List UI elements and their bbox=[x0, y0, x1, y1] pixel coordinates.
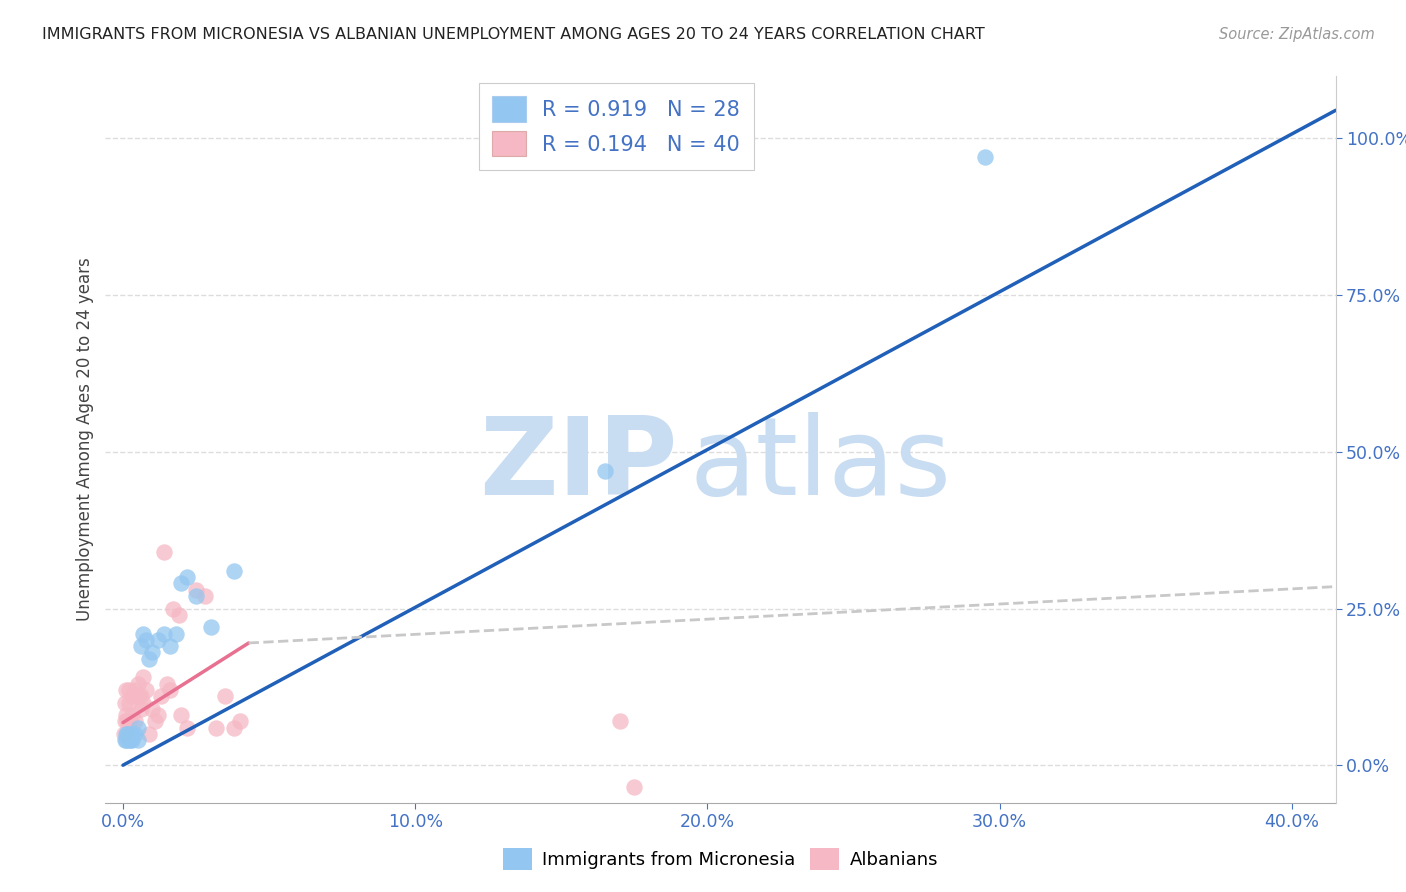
Point bbox=[114, 714, 136, 729]
Point bbox=[132, 626, 155, 640]
Point bbox=[118, 696, 141, 710]
Point bbox=[121, 708, 143, 723]
Point bbox=[146, 708, 169, 723]
Point bbox=[138, 651, 160, 665]
Point bbox=[129, 702, 152, 716]
Point bbox=[623, 780, 645, 794]
Point bbox=[117, 714, 139, 729]
Point bbox=[162, 601, 184, 615]
Point bbox=[135, 632, 157, 647]
Text: ZIP: ZIP bbox=[479, 412, 678, 517]
Point bbox=[159, 639, 181, 653]
Point bbox=[205, 721, 228, 735]
Point bbox=[121, 727, 143, 741]
Point bbox=[114, 696, 136, 710]
Point bbox=[124, 683, 146, 698]
Point bbox=[115, 733, 138, 747]
Point bbox=[127, 721, 149, 735]
Point bbox=[135, 683, 157, 698]
Point bbox=[146, 632, 169, 647]
Point bbox=[184, 582, 207, 597]
Point bbox=[141, 702, 163, 716]
Point bbox=[132, 696, 155, 710]
Point bbox=[194, 589, 217, 603]
Point bbox=[127, 733, 149, 747]
Point bbox=[229, 714, 252, 729]
Point bbox=[138, 727, 160, 741]
Point bbox=[222, 564, 245, 578]
Point bbox=[141, 645, 163, 659]
Point bbox=[176, 570, 198, 584]
Text: IMMIGRANTS FROM MICRONESIA VS ALBANIAN UNEMPLOYMENT AMONG AGES 20 TO 24 YEARS CO: IMMIGRANTS FROM MICRONESIA VS ALBANIAN U… bbox=[42, 27, 986, 42]
Legend: Immigrants from Micronesia, Albanians: Immigrants from Micronesia, Albanians bbox=[495, 841, 946, 878]
Point bbox=[132, 670, 155, 684]
Point bbox=[118, 683, 141, 698]
Point bbox=[127, 690, 149, 704]
Point bbox=[118, 733, 141, 747]
Point bbox=[121, 733, 143, 747]
Point bbox=[129, 690, 152, 704]
Point bbox=[124, 727, 146, 741]
Point bbox=[156, 677, 179, 691]
Point bbox=[153, 626, 176, 640]
Point bbox=[609, 714, 631, 729]
Point bbox=[170, 576, 193, 591]
Point bbox=[593, 464, 616, 478]
Text: atlas: atlas bbox=[690, 412, 952, 517]
Point bbox=[127, 677, 149, 691]
Point bbox=[115, 708, 138, 723]
Point bbox=[149, 690, 172, 704]
Point bbox=[222, 721, 245, 735]
Point bbox=[112, 727, 135, 741]
Point bbox=[143, 714, 166, 729]
Point bbox=[165, 626, 187, 640]
Text: Source: ZipAtlas.com: Source: ZipAtlas.com bbox=[1219, 27, 1375, 42]
Point bbox=[153, 545, 176, 559]
Point bbox=[184, 589, 207, 603]
Point bbox=[120, 714, 142, 729]
Point bbox=[115, 727, 138, 741]
Point bbox=[115, 683, 138, 698]
Point bbox=[167, 607, 190, 622]
Point bbox=[200, 620, 222, 634]
Point bbox=[974, 150, 997, 164]
Point bbox=[118, 727, 141, 741]
Point bbox=[159, 683, 181, 698]
Point bbox=[124, 714, 146, 729]
Point bbox=[129, 639, 152, 653]
Y-axis label: Unemployment Among Ages 20 to 24 years: Unemployment Among Ages 20 to 24 years bbox=[76, 258, 94, 621]
Point bbox=[117, 727, 139, 741]
Point bbox=[214, 690, 236, 704]
Point bbox=[114, 733, 136, 747]
Point bbox=[176, 721, 198, 735]
Point bbox=[120, 733, 142, 747]
Point bbox=[121, 690, 143, 704]
Point bbox=[170, 708, 193, 723]
